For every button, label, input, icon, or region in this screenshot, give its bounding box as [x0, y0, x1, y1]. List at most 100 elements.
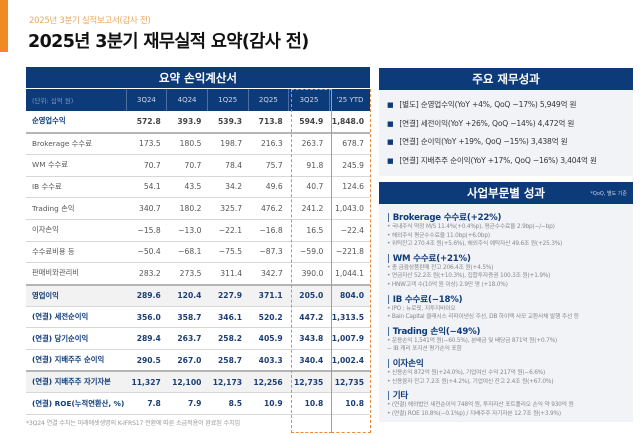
table-row: 수수료비용 등 −50.4 −68.1 −75.5 −87.3 −59.0 −221.8 — [26, 241, 370, 263]
cell-value: 346.1 — [218, 312, 243, 322]
segment-group-title-text: 이자손익 — [392, 358, 424, 369]
cell-value: 340.4 — [299, 355, 324, 365]
cell-value: 12,100 — [172, 377, 202, 387]
unit-label: (단위: 십억 원) — [26, 89, 127, 111]
list-item: ■ [연결] 지배주주 순이익(YoY +17%, QoQ −16%) 3,404… — [387, 152, 625, 171]
row-label: (연결) ROE(누적연환산, %) — [32, 398, 125, 408]
row-label: (연결) 지배주주 자기자본 — [32, 377, 111, 387]
table-row: (연결) 지배주주 순이익 290.5 267.0 258.7 403.3 340.4 1,… — [26, 350, 370, 372]
table-row: Trading 손익 340.7 180.2 325.7 476.2 241.2 1,043… — [26, 198, 370, 220]
cell-value: 678.7 — [342, 139, 364, 149]
segment-group-title-text: IB 수수료(−18%) — [392, 294, 463, 305]
cell-value: 120.4 — [177, 291, 202, 301]
segment-group-title: | WM 수수료(+21%) — [387, 252, 625, 264]
income-statement-title: 요약 손익계산서 — [26, 67, 370, 89]
segment-detail-line: • 해외주식 평균수수료율 11.0bp(+6.0bp) — [387, 232, 490, 239]
cell-value: 40.7 — [306, 182, 324, 192]
cell-value: 476.2 — [260, 204, 283, 214]
segment-detail-line: • 신용손익 872억 원(+24.0%), 기업여신 수익 217억 원(−6… — [387, 369, 546, 376]
cell-value: 804.0 — [339, 291, 364, 301]
column-header: 4Q24 — [166, 89, 208, 111]
segment-detail-line: • (연결) ROE 10.8%(−0.1%p) / 지배주주 자기자본 12.… — [387, 410, 561, 417]
income-statement: 요약 손익계산서 (단위: 십억 원) 3Q24 4Q24 1Q25 2Q25 … — [26, 67, 371, 433]
key-financials-panel: 주요 재무성과 ■ [별도] 순영업수익(YoY +4%, QoQ −17%) 5… — [379, 68, 633, 176]
cell-value: 343.8 — [299, 334, 324, 344]
row-label: 이자손익 — [32, 225, 59, 235]
cell-value: 283.2 — [139, 268, 161, 278]
table-row: (연결) 지배주주 자기자본 11,327 12,100 12,173 12,256 12… — [26, 371, 370, 393]
table-row: (연결) 당기순이익 289.4 263.7 258.2 405.9 343.8 1,007… — [26, 328, 370, 350]
segment-detail-line: • 위탁잔고 270.4조 원(+5.6%), 해외주식 예탁자산 49.6조 … — [387, 241, 563, 248]
cell-value: 54.1 — [143, 182, 161, 192]
cell-value: 91.8 — [306, 160, 324, 170]
cell-value: 205.0 — [299, 291, 324, 301]
cell-value: 340.7 — [139, 204, 161, 214]
footnote: *3Q24 연결 수치는 미래에셋생명의 K-IFRS17 전환에 따른 소급적… — [26, 420, 240, 428]
cell-value: 227.9 — [218, 291, 243, 301]
segment-group-title: | 기타 — [387, 389, 625, 401]
row-label: 순영업수익 — [32, 116, 66, 126]
cell-value: 10.8 — [304, 399, 324, 409]
segment-detail-line: • 총 금융상품판매 잔고 206.4조 원(+4.5%) — [387, 264, 494, 271]
cell-value: −15.8 — [137, 225, 161, 235]
segment-group-title: | Brokerage 수수료(+22%) — [387, 211, 625, 223]
row-label: 영업이익 — [32, 290, 59, 300]
cell-value: 405.9 — [258, 334, 283, 344]
cell-value: −22.1 — [218, 225, 243, 235]
table-row: 영업이익 289.6 120.4 227.9 371.1 205.0 804.0 — [26, 284, 370, 307]
divider-bar-icon: | — [387, 391, 390, 402]
cell-value: −16.8 — [259, 225, 283, 235]
cell-value: 1,313.5 — [331, 312, 364, 322]
cell-value: 78.4 — [225, 160, 243, 170]
cell-value: 8.5 — [228, 399, 243, 409]
list-item-text: [연결] 세전이익(YoY +26%, QoQ −14%) 4,472억 원 — [399, 118, 575, 128]
segment-detail-line: • 연금자산 52.2조 원(+10.3%), 집합투자증권 100.3조 원(… — [387, 273, 551, 280]
divider-bar-icon: | — [387, 213, 390, 223]
cell-value: 289.4 — [136, 334, 161, 344]
cell-value: 1,007.9 — [331, 334, 364, 344]
cell-value: 12,173 — [212, 377, 243, 387]
key-financials-list: ■ [별도] 순영업수익(YoY +4%, QoQ −17%) 5,949억 원 … — [379, 90, 633, 176]
cell-value: 273.5 — [179, 268, 202, 278]
bullet-icon: ■ — [387, 101, 394, 109]
cell-value: 245.9 — [342, 160, 364, 170]
segment-detail-line: • HNW고객 수(10억 원 이상) 2.9만 명 (+18.0%) — [387, 281, 508, 288]
page-title: 2025년 3분기 재무실적 요약(감사 전) — [28, 32, 309, 52]
segment-group-title-text: Brokerage 수수료(+22%) — [392, 213, 502, 223]
cell-value: 11,327 — [131, 377, 161, 387]
table-row: (연결) ROE(누적연환산, %) 7.8 7.9 8.5 10.9 10.8 10.8 — [26, 393, 370, 415]
cell-value: −50.4 — [137, 247, 161, 257]
divider-bar-icon: | — [387, 358, 390, 369]
list-item: ■ [별도] 순영업수익(YoY +4%, QoQ −17%) 5,949억 원 — [387, 96, 625, 115]
cell-value: 49.6 — [265, 182, 283, 192]
cell-value: 1,002.4 — [331, 355, 364, 365]
segment-detail-line: • 국내주식 약정 M/S 11.4%(+0.4%p), 평균수수료율 2.9b… — [387, 224, 555, 230]
cell-value: 403.3 — [258, 355, 283, 365]
row-label: Trading 손익 — [32, 203, 75, 213]
cell-value: 198.7 — [220, 139, 243, 149]
divider-bar-icon: | — [387, 294, 390, 305]
cell-value: −75.5 — [218, 247, 243, 257]
segment-title: 사업부문별 성과 *QoQ, 별도 기준 — [379, 182, 633, 204]
table-row: IB 수수료 54.1 43.5 34.2 49.6 40.7 124.6 — [26, 176, 370, 198]
segment-group-title: | Trading 손익(−49%) — [387, 325, 625, 337]
list-item: ■ [연결] 순이익(YoY +19%, QoQ −15%) 3,438억 원 — [387, 133, 625, 152]
segment-detail-line: • (연결) 해외법인 세전순이익 748억 원, 투자자산 포트폴리오 손익 … — [387, 402, 574, 409]
table-row: Brokerage 수수료 173.5 180.5 198.7 216.3 263.7 67… — [26, 133, 370, 155]
row-label: Brokerage 수수료 — [32, 138, 92, 148]
bullet-icon: ■ — [387, 138, 394, 146]
cell-value: −221.8 — [335, 247, 364, 257]
cell-value: −13.0 — [178, 225, 202, 235]
list-item-text: [별도] 순영업수익(YoY +4%, QoQ −17%) 5,949억 원 — [399, 100, 577, 109]
cell-value: 16.5 — [306, 225, 324, 235]
cell-value: 12,256 — [253, 377, 283, 387]
cell-value: −68.1 — [178, 247, 202, 257]
table-row: 이자손익 −15.8 −13.0 −22.1 −16.8 16.5 −22.4 — [26, 219, 370, 242]
cell-value: −22.4 — [340, 225, 364, 235]
cell-value: 7.9 — [187, 399, 202, 409]
segment-title-text: 사업부문별 성과 — [466, 186, 546, 200]
cell-value: 447.2 — [299, 312, 324, 322]
cell-value: −87.3 — [259, 247, 283, 257]
row-label: 판매비와관리비 — [32, 268, 79, 278]
cell-value: 1,044.1 — [335, 268, 364, 278]
